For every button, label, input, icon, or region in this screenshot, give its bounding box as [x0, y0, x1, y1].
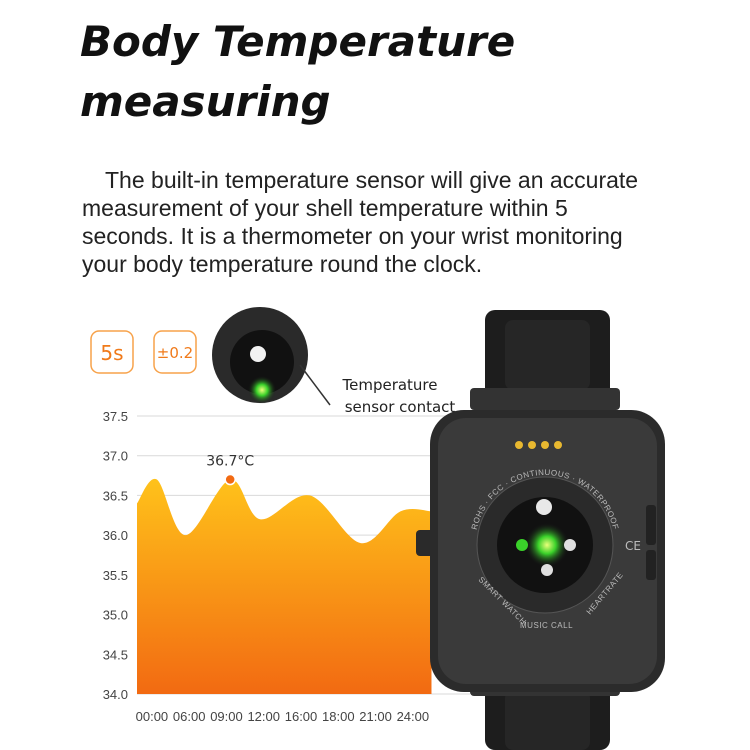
- x-tick-label: 16:00: [285, 709, 318, 724]
- x-tick-label: 21:00: [359, 709, 392, 724]
- x-tick-label: 18:00: [322, 709, 355, 724]
- plot: 34.0 34.5 35.0 35.5 36.0 36.5 37.0 37.5 00:00 06:…: [103, 409, 470, 724]
- badge-text: 5s: [100, 341, 123, 365]
- y-tick-label: 36.0: [103, 528, 128, 543]
- y-tick-label: 34.5: [103, 647, 128, 662]
- watch: [416, 310, 665, 750]
- annotation: Temperature: [341, 376, 437, 394]
- badge: [90, 330, 134, 374]
- device-label: CE: [625, 539, 641, 553]
- x-tick-label: 09:00: [210, 709, 243, 724]
- subtitle: seconds. It is a thermometer on your wri…: [82, 223, 623, 249]
- title: Body Temperature: [80, 17, 515, 66]
- x-tick-label: 06:00: [173, 709, 206, 724]
- y-tick-label: 34.0: [103, 687, 128, 702]
- y-tick-label: 35.5: [103, 568, 128, 583]
- badge: [153, 330, 197, 374]
- area: [137, 478, 432, 694]
- y-tick-label: 35.0: [103, 608, 128, 623]
- sensor-inset: [212, 307, 331, 406]
- subtitle: The built-in temperature sensor will giv…: [105, 167, 638, 193]
- x-tick-label: 12:00: [247, 709, 280, 724]
- peak-label: 36.7°C: [206, 454, 254, 470]
- subtitle: measurement of your shell temperature wi…: [82, 195, 568, 221]
- y-tick-label: 37.0: [103, 449, 128, 464]
- y-tick-label: 37.5: [103, 409, 128, 424]
- y-tick-label: 36.5: [103, 488, 128, 503]
- x-tick-label: 24:00: [397, 709, 430, 724]
- device-label: MUSIC CALL: [520, 621, 573, 630]
- x-tick-label: 00:00: [136, 709, 169, 724]
- title: measuring: [80, 77, 331, 126]
- peak-marker: [224, 473, 236, 486]
- annotation: sensor contact: [345, 398, 456, 416]
- badge-text: ±0.2: [157, 344, 193, 362]
- subtitle: your body temperature round the clock.: [82, 251, 482, 277]
